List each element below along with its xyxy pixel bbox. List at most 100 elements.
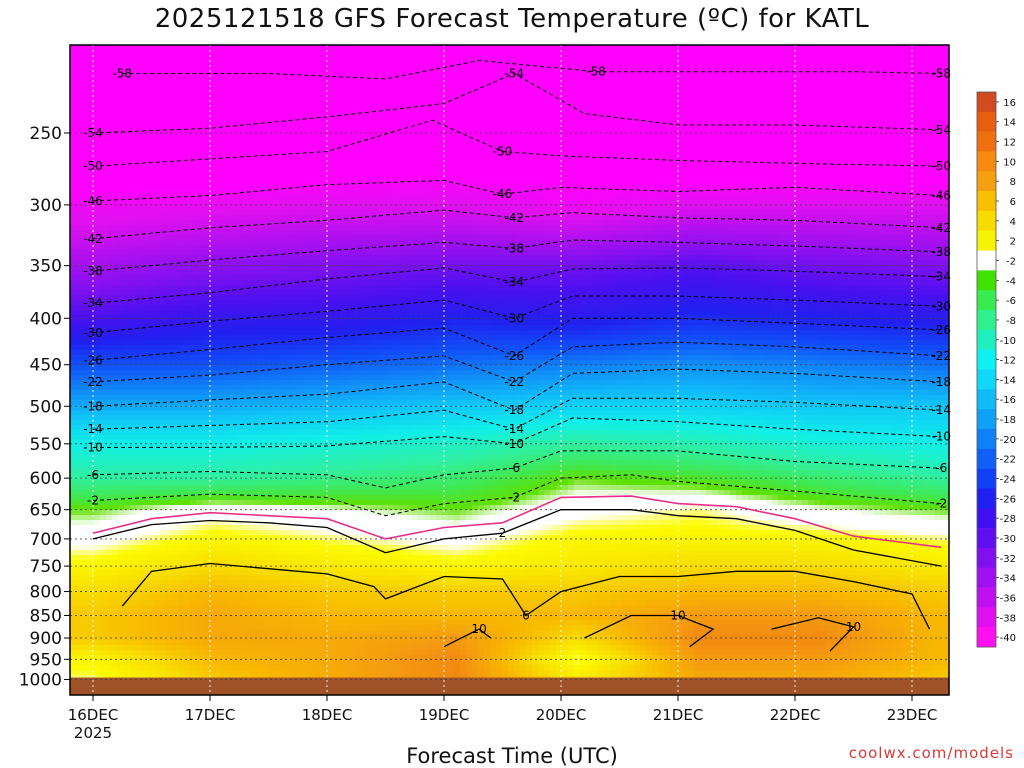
isotherm-dashed--2 [92, 474, 942, 517]
colorbar-swatch-17 [977, 428, 996, 450]
colorbar-swatch-20 [977, 488, 996, 509]
colorbar-swatch-18 [977, 448, 996, 469]
y-tick-900: 900 [30, 629, 62, 649]
isotherm-label--2-b: -2 [508, 490, 520, 504]
isotherm-label--18-b: -18 [504, 403, 524, 417]
isotherm-label--22-b: -22 [504, 375, 524, 389]
isotherm-dashed--42 [92, 209, 942, 240]
y-tick-350: 350 [30, 257, 62, 277]
y-tick-300: 300 [30, 196, 62, 216]
x-tick-21DEC: 21DEC [653, 706, 704, 724]
isotherm-label--46-a: -46 [83, 194, 103, 208]
colorbar-swatch-3 [977, 151, 996, 172]
isotherm-label--50-c: -50 [931, 159, 951, 173]
colorbar-swatch-15 [977, 389, 996, 410]
isotherm-label--14-c: -14 [931, 403, 951, 417]
colorbar-tick--6: -6 [1006, 296, 1016, 307]
colorbar-swatch-14 [977, 369, 996, 390]
colorbar-swatch-16 [977, 409, 996, 430]
y-tick-250: 250 [30, 124, 62, 144]
colorbar-swatch-27 [977, 627, 996, 648]
colorbar-swatch-23 [977, 547, 996, 569]
colorbar-tick--14: -14 [1000, 375, 1016, 386]
colorbar-tick--10: -10 [1000, 336, 1016, 347]
isotherm-label--30-a: -30 [83, 326, 103, 340]
colorbar-tick--12: -12 [1000, 356, 1016, 367]
y-tick-600: 600 [30, 469, 62, 489]
isotherm-dashed--30 [92, 295, 942, 334]
colorbar-swatch-21 [977, 508, 996, 529]
isotherm-label--38-c: -38 [931, 245, 951, 259]
colorbar-swatch-4 [977, 171, 996, 192]
isotherm-dashed--22 [92, 341, 942, 383]
colorbar-tick-4: 4 [1010, 217, 1016, 228]
isotherm-solid-6-1 [121, 562, 931, 630]
isotherm-label--42-c: -42 [931, 221, 951, 235]
y-tick-550: 550 [30, 435, 62, 455]
colorbar-tick-2: 2 [1010, 237, 1016, 248]
colorbar-swatch-12 [977, 329, 996, 350]
colorbar-swatch-19 [977, 468, 996, 489]
isotherm-label--34-c: -34 [931, 270, 951, 284]
isotherm-dashed--18 [92, 368, 942, 411]
y-tick-950: 950 [30, 650, 62, 670]
colorbar-tick-6: 6 [1010, 197, 1016, 208]
colorbar-tick--20: -20 [1000, 435, 1016, 446]
ground-surface [70, 677, 949, 695]
y-tick-700: 700 [30, 530, 62, 550]
x-tick-17DEC: 17DEC [185, 706, 236, 724]
isotherm-zero [92, 495, 942, 549]
isotherm-label--26-b: -26 [504, 349, 524, 363]
isotherm-label--14-a: -14 [83, 422, 103, 436]
isotherm-label--54-b: -54 [504, 67, 524, 81]
credit-watermark: coolwx.com/models [848, 744, 1014, 762]
x-tick-23DEC: 23DEC [887, 706, 938, 724]
isotherm-label--34-b: -34 [504, 275, 524, 289]
y-tick-750: 750 [30, 557, 62, 577]
isotherm-solid-2-0 [92, 509, 942, 567]
y-tick-1000: 1000 [19, 671, 62, 691]
colorbar-tick--8: -8 [1006, 316, 1016, 327]
isotherm-label--54-c: -54 [931, 123, 951, 137]
isotherm-label--50-b: -50 [493, 144, 513, 158]
colorbar-tick--40: -40 [1000, 633, 1016, 644]
isotherm-label--46-c: -46 [931, 189, 951, 203]
colorbar-tick--34: -34 [1000, 574, 1016, 585]
colorbar-swatch-0 [977, 92, 996, 113]
isotherm-label--6-c: -6 [935, 461, 947, 475]
isotherm-label--30-b: -30 [504, 311, 524, 325]
y-tick-800: 800 [30, 583, 62, 603]
isotherm-dashed--14 [92, 397, 942, 430]
isotherm-dashed--26 [92, 317, 942, 361]
isotherm-label--2-c: -2 [935, 497, 947, 511]
isotherm-dashed--10 [93, 417, 942, 448]
colorbar-tick--16: -16 [1000, 395, 1016, 406]
y-tick-400: 400 [30, 309, 62, 329]
colorbar-tick-8: 8 [1010, 177, 1016, 188]
isotherm-label--14-b: -14 [504, 422, 524, 436]
isotherm-label-solid-10-4: 10 [846, 620, 861, 634]
colorbar-swatch-8 [977, 250, 996, 271]
isotherm-dashed--54 [92, 72, 942, 134]
x-tick-20DEC: 20DEC [536, 706, 587, 724]
x-tick-16DEC: 16DEC [68, 706, 119, 724]
colorbar-swatch-11 [977, 310, 996, 331]
x-axis-label: Forecast Time (UTC) [406, 744, 618, 768]
grid-lines [70, 45, 949, 695]
isotherm-label--2-a: -2 [87, 493, 99, 507]
plot-frame [69, 44, 950, 696]
isotherm-dashed--38 [92, 239, 942, 272]
isotherm-label--38-a: -38 [83, 264, 103, 278]
colorbar-tick-12: 12 [1003, 138, 1016, 149]
isotherm-label--30-c: -30 [931, 299, 951, 313]
y-tick-650: 650 [30, 501, 62, 521]
colorbar-tick--4: -4 [1006, 276, 1016, 287]
isotherm-label--18-c: -18 [931, 375, 951, 389]
isotherm-label-solid-10-2: 10 [471, 622, 486, 636]
pressure-axis: 250 300 350 400 450 500 550 600 650 700 750 800 850 9… [19, 124, 70, 691]
isotherm-label--22-c: -22 [931, 349, 951, 363]
isotherm-solid-10-2 [443, 628, 492, 648]
colorbar-swatch-22 [977, 528, 996, 549]
colorbar-tick--24: -24 [1000, 475, 1016, 486]
